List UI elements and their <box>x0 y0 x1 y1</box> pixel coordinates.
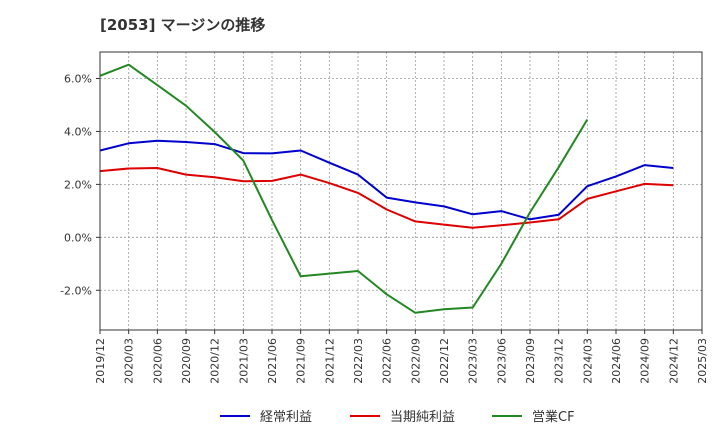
x-tick-label: 2022/06 <box>381 338 394 384</box>
x-tick-label: 2023/12 <box>553 338 566 384</box>
plot-frame <box>99 51 703 331</box>
x-tick-label: 2022/12 <box>438 338 451 384</box>
x-tick-label: 2021/09 <box>295 338 308 384</box>
x-tick-label: 2024/09 <box>639 338 652 384</box>
series-line <box>99 167 674 229</box>
x-tick-label: 2024/03 <box>581 338 594 384</box>
x-tick-label: 2023/03 <box>467 338 480 384</box>
grid-lines <box>100 52 702 330</box>
series-line <box>99 139 674 221</box>
x-tick-label: 2022/03 <box>352 338 365 384</box>
x-tick-label: 2019/12 <box>94 338 107 384</box>
x-axis-ticks: 2019/12 2020/03 2020/06 2020/09 2020/12 2021/… <box>94 330 709 384</box>
x-tick-label: 2020/12 <box>209 338 222 384</box>
x-tick-label: 2023/09 <box>524 338 537 384</box>
series-line <box>99 63 589 314</box>
y-tick-label: 4.0% <box>64 125 92 138</box>
x-tick-label: 2020/09 <box>180 338 193 384</box>
plot-area <box>100 52 702 330</box>
x-tick-label: 2023/06 <box>495 338 508 384</box>
x-tick-label: 2024/06 <box>610 338 623 384</box>
legend-label: 経常利益 <box>260 410 312 425</box>
x-tick-label: 2025/03 <box>696 338 709 384</box>
y-tick-label: 2.0% <box>64 178 92 191</box>
x-tick-label: 2021/03 <box>237 338 250 384</box>
x-tick-label: 2022/09 <box>409 338 422 384</box>
x-tick-label: 2024/12 <box>667 338 680 384</box>
y-tick-label: 6.0% <box>64 72 92 85</box>
y-tick-label: 0.0% <box>64 231 92 244</box>
x-tick-label: 2020/06 <box>151 338 164 384</box>
chart-title: [2053] マージンの推移 <box>100 16 266 34</box>
y-tick-label: -2.0% <box>60 284 92 297</box>
series-lines <box>99 63 674 314</box>
legend: 経常利益 当期純利益 営業CF <box>220 409 575 425</box>
x-tick-label: 2020/03 <box>123 338 136 384</box>
legend-label: 当期純利益 <box>390 410 455 425</box>
y-axis-ticks: 6.0% 4.0% 2.0% 0.0% -2.0% <box>60 72 100 297</box>
x-tick-label: 2021/12 <box>323 338 336 384</box>
x-tick-label: 2021/06 <box>266 338 279 384</box>
legend-label: 営業CF <box>532 409 575 425</box>
